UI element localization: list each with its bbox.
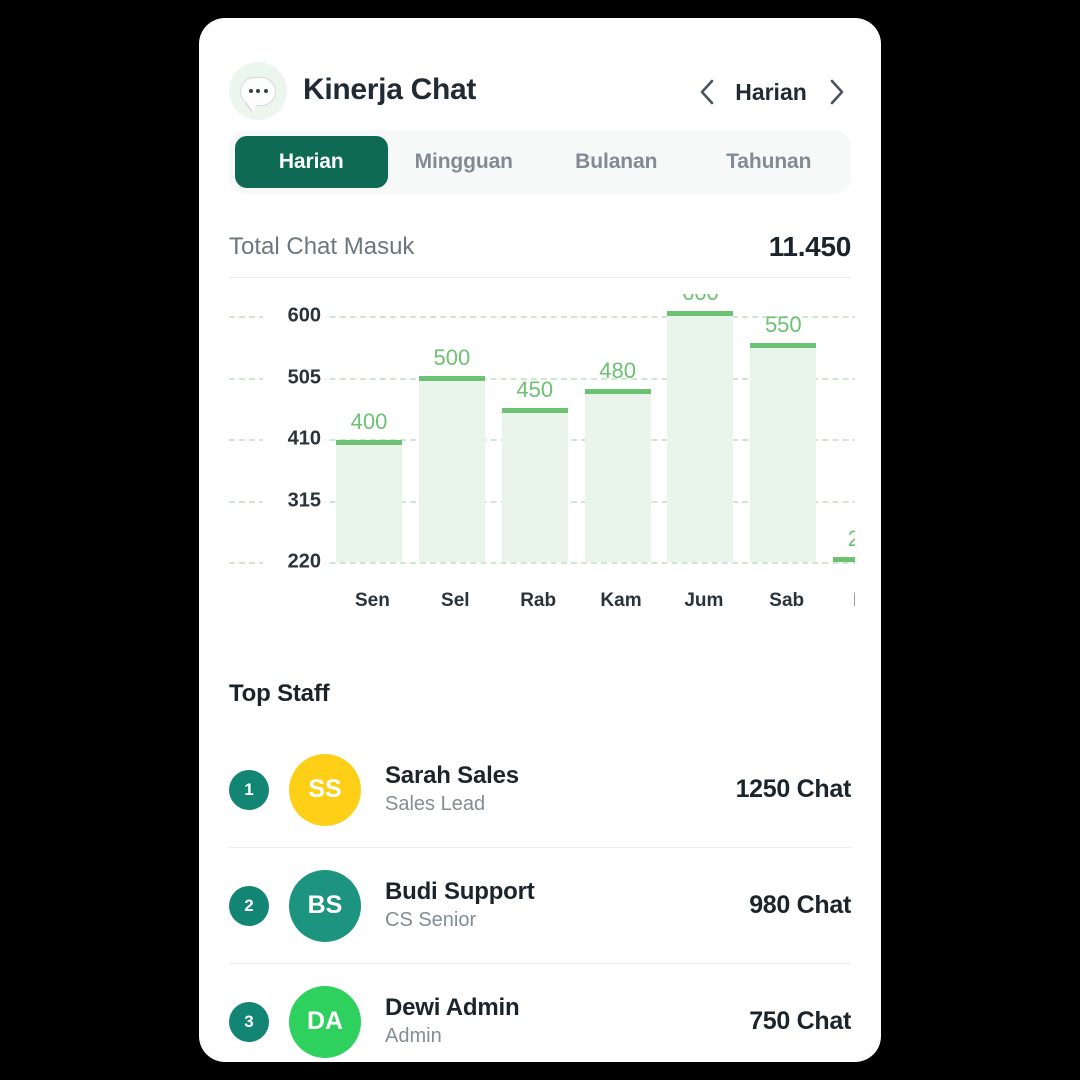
chat-performance-card: Kinerja Chat Harian Harian Mingguan B bbox=[199, 18, 881, 1062]
avatar: BS bbox=[289, 869, 361, 942]
gridline bbox=[229, 562, 855, 564]
x-tick-label: Jum bbox=[684, 590, 724, 611]
y-tick-label: 220 bbox=[263, 550, 325, 574]
x-tick-label: Kam bbox=[600, 590, 642, 611]
bar[interactable] bbox=[336, 440, 402, 562]
avatar: DA bbox=[289, 985, 361, 1058]
staff-chat-count: 980 Chat bbox=[749, 891, 851, 919]
bar[interactable] bbox=[750, 343, 817, 562]
period-tabs: Harian Mingguan Bulanan Tahunan bbox=[229, 130, 851, 194]
bar-column[interactable]: 600 bbox=[667, 294, 740, 562]
bar[interactable] bbox=[501, 408, 568, 562]
tab-harian[interactable]: Harian bbox=[235, 136, 388, 188]
bar-value-label: 550 bbox=[764, 312, 802, 338]
bar[interactable] bbox=[833, 557, 855, 562]
staff-name: Sarah Sales bbox=[385, 762, 519, 790]
chart-x-axis: Sen Sel Rab Kam Jum Sab Min bbox=[336, 590, 855, 612]
top-staff-title: Top Staff bbox=[229, 680, 330, 707]
tab-bulanan[interactable]: Bulanan bbox=[575, 150, 658, 173]
bar-value-label: 220 bbox=[847, 526, 855, 551]
staff-meta: Sarah Sales Sales Lead bbox=[385, 762, 736, 816]
total-chat-value: 11.450 bbox=[768, 230, 852, 262]
chat-bar-chart: 600 505 410 315 220 400 500 450 480 600 550 220 Se… bbox=[229, 294, 855, 634]
y-tick-label: 410 bbox=[263, 427, 325, 451]
staff-row[interactable]: 2 BS Budi Support CS Senior 980 Chat bbox=[229, 848, 851, 964]
bar-value-label: 480 bbox=[599, 357, 636, 383]
bar[interactable] bbox=[584, 388, 651, 562]
avatar: SS bbox=[289, 753, 361, 826]
bar-column[interactable]: 480 bbox=[584, 316, 658, 562]
chat-bubble-icon bbox=[229, 62, 287, 120]
chart-bars: 400 500 450 480 600 550 220 bbox=[336, 294, 855, 562]
chevron-right-icon[interactable] bbox=[819, 76, 853, 108]
card-header: Kinerja Chat Harian bbox=[199, 18, 881, 128]
range-label: Harian bbox=[735, 78, 807, 105]
bar-column[interactable]: 400 bbox=[336, 316, 409, 562]
y-tick-label: 600 bbox=[263, 304, 325, 328]
chevron-left-icon[interactable] bbox=[689, 76, 723, 108]
bar-column[interactable]: 220 bbox=[833, 316, 855, 562]
staff-name: Dewi Admin bbox=[385, 994, 520, 1022]
bar-column[interactable]: 550 bbox=[750, 312, 823, 562]
bar-value-label: 450 bbox=[516, 377, 554, 403]
staff-role: CS Senior bbox=[385, 908, 477, 931]
tab-tahunan[interactable]: Tahunan bbox=[726, 150, 812, 173]
gridline bbox=[229, 377, 855, 380]
staff-name: Budi Support bbox=[385, 878, 535, 906]
tab-mingguan[interactable]: Mingguan bbox=[414, 150, 513, 173]
bar-column[interactable]: 450 bbox=[501, 316, 575, 562]
x-tick-label: Rab bbox=[520, 590, 557, 611]
staff-row[interactable]: 1 SS Sarah Sales Sales Lead 1250 Chat bbox=[229, 732, 851, 848]
staff-meta: Budi Support CS Senior bbox=[385, 878, 749, 932]
staff-chat-count: 1250 Chat bbox=[735, 775, 852, 803]
range-navigator: Harian bbox=[689, 76, 853, 108]
bar-value-label: 600 bbox=[667, 294, 733, 306]
total-chat-row: Total Chat Masuk 11.450 bbox=[229, 216, 851, 278]
staff-role: Admin bbox=[385, 1024, 442, 1047]
gridline bbox=[229, 316, 855, 318]
x-tick-label: Sel bbox=[441, 590, 470, 611]
rank-badge: 1 bbox=[229, 769, 269, 810]
top-staff-list: 1 SS Sarah Sales Sales Lead 1250 Chat 2 BS Budi… bbox=[229, 732, 851, 1062]
bar-value-label: 500 bbox=[433, 344, 471, 370]
bar-value-label: 400 bbox=[350, 409, 388, 435]
x-tick-label: Min bbox=[833, 590, 855, 612]
x-tick-label: Sen bbox=[355, 590, 390, 611]
bar[interactable] bbox=[667, 311, 734, 562]
staff-row[interactable]: 3 DA Dewi Admin Admin 750 Chat bbox=[229, 964, 851, 1062]
chart-plot-area: 600 505 410 315 220 400 500 450 480 600 550 220 bbox=[229, 294, 855, 574]
rank-badge: 3 bbox=[229, 1001, 269, 1042]
chat-bubble-glyph bbox=[240, 76, 276, 106]
total-chat-label: Total Chat Masuk bbox=[229, 232, 415, 260]
bar-column[interactable]: 500 bbox=[418, 316, 492, 562]
bar[interactable] bbox=[418, 375, 485, 562]
y-tick-label: 315 bbox=[263, 489, 325, 512]
rank-badge: 2 bbox=[229, 885, 269, 926]
page-title: Kinerja Chat bbox=[303, 73, 477, 106]
x-tick-label: Sab bbox=[769, 590, 805, 611]
staff-meta: Dewi Admin Admin bbox=[385, 994, 749, 1048]
staff-chat-count: 750 Chat bbox=[749, 1007, 851, 1035]
staff-role: Sales Lead bbox=[385, 792, 486, 815]
y-tick-label: 505 bbox=[263, 366, 325, 389]
